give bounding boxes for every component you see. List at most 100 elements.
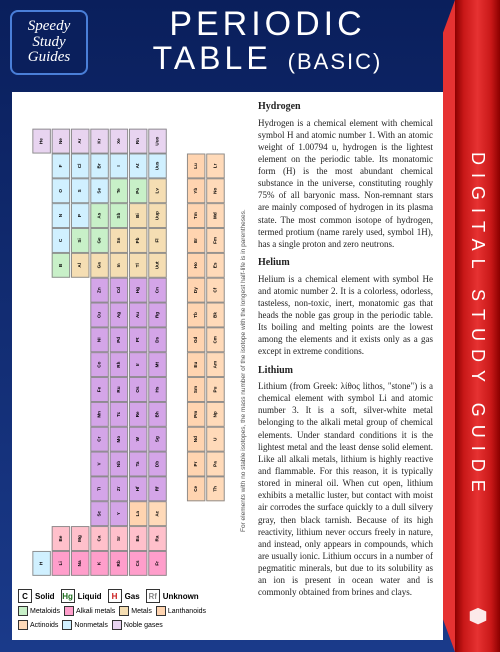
spine-bg: DIGITAL STUDY GUIDE [455,0,500,652]
element-cell: Ta [129,452,147,477]
element-cell: Ac [148,501,166,526]
element-descriptions: Hydrogen Hydrogen is a chemical element w… [244,92,443,640]
spine-fold [443,0,455,652]
legend-states: CSolidHgLiquidHGasRfUnknown [18,589,238,603]
element-cell: Ti [90,476,108,501]
title-line2: TABLE [153,40,272,77]
element-cell: Ge [90,228,108,253]
element-cell: Si [71,228,89,253]
element-cell: Mn [90,402,108,427]
element-cell: Fe [90,377,108,402]
legend-category-item: Noble gases [112,620,163,630]
spine-text: DIGITAL STUDY GUIDE [467,152,488,500]
element-cell: Mg [71,526,89,551]
element-cell: Rb [110,551,128,576]
element-cell: Ni [90,327,108,352]
element-cell: Pb [129,228,147,253]
element-cell: Db [148,452,166,477]
element-cell: Hg [129,278,147,303]
element-cell: W [129,427,147,452]
element-cell: Tl [129,253,147,278]
element-cell: Eu [187,352,205,377]
element-cell: Pd [110,327,128,352]
element-cell: Os [129,377,147,402]
element-cell: Po [129,178,147,203]
badge-line2: Study [32,35,65,51]
element-cell: Pr [187,452,205,477]
element-cell: Ru [110,377,128,402]
legend-category-item: Metals [119,606,152,616]
element-cell: Br [90,154,108,179]
element-cell: Re [129,402,147,427]
element-cell: Pu [206,377,224,402]
element-cell: Sb [110,203,128,228]
element-cell: Uup [148,203,166,228]
element-cell: Ag [110,303,128,328]
element-cell: H [32,551,50,576]
element-cell: Au [129,303,147,328]
title-block: PERIODIC TABLE (BASIC) [95,8,440,77]
element-cell: Uut [148,253,166,278]
element-cell: Li [52,551,70,576]
badge-line3: Guides [28,50,71,66]
element-cell: Uus [148,154,166,179]
legend-category-item: Lanthanoids [156,606,206,616]
element-cell: Fr [148,551,166,576]
element-cell: Cf [206,278,224,303]
title-line1: PERIODIC [95,8,440,40]
element-cell: Gd [187,327,205,352]
element-cell: Np [206,402,224,427]
element-cell: Tb [187,303,205,328]
section-body: Hydrogen is a chemical element with chem… [258,117,433,251]
element-cell: U [206,427,224,452]
element-cell: C [52,228,70,253]
element-cell: Cm [206,327,224,352]
element-cell: O [52,178,70,203]
element-cell: Cd [110,278,128,303]
element-cell: Zn [90,278,108,303]
element-cell: Bh [148,402,166,427]
element-cell: Tc [110,402,128,427]
legend-state-item: HgLiquid [61,589,102,603]
spine-text-wrap: DIGITAL STUDY GUIDE [455,60,500,592]
section-body: Lithium (from Greek: λίθος lithos, "ston… [258,380,433,599]
element-cell: Ga [90,253,108,278]
element-cell: Cn [148,278,166,303]
legend-state-item: HGas [108,589,140,603]
element-cell: Xe [110,129,128,154]
element-cell: Hs [148,377,166,402]
legend-categories: MetaloidsAlkali metalsMetalsLanthanoidsA… [18,606,238,630]
element-cell: Ra [148,526,166,551]
element-cell: At [129,154,147,179]
element-cell: Ne [52,129,70,154]
footnote: For elements with no stable isotopes, th… [240,112,250,532]
spine: DIGITAL STUDY GUIDE [455,0,500,652]
element-cell: Am [206,352,224,377]
element-cell: He [32,129,50,154]
element-cell: In [110,253,128,278]
periodic-table-area: HHeLiBeBCNOFNeNaMgAlSiPSClArKCaScTiVCrMn… [12,92,244,640]
element-cell: Lu [187,154,205,179]
element-cell: Zr [110,476,128,501]
element-cell: Ar [71,129,89,154]
element-cell: Es [206,253,224,278]
element-cell: Ce [187,476,205,501]
element-cell: Sg [148,427,166,452]
element-cell: Sc [90,501,108,526]
element-cell: Kr [90,129,108,154]
element-cell: No [206,178,224,203]
element-cell: Rh [110,352,128,377]
element-cell: Ho [187,253,205,278]
element-cell: Pa [206,452,224,477]
legend: CSolidHgLiquidHGasRfUnknown MetaloidsAlk… [18,589,238,632]
element-cell: Ds [148,327,166,352]
section-heading: Hydrogen [258,100,433,114]
element-cell: Th [206,476,224,501]
element-cell: Pm [187,402,205,427]
legend-category-item: Actinoids [18,620,58,630]
element-cell: Se [90,178,108,203]
element-cell: Al [71,253,89,278]
element-cell: B [52,253,70,278]
element-cell: P [71,203,89,228]
element-cell: As [90,203,108,228]
